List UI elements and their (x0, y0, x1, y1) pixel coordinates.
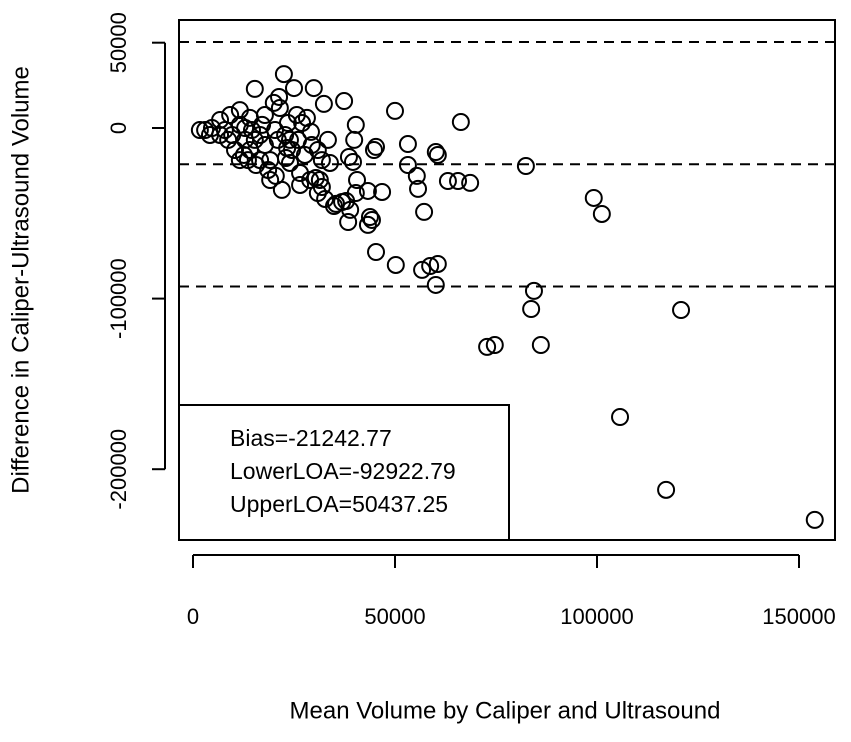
point (805, 510, 824, 529)
point (335, 92, 354, 111)
point (266, 166, 285, 185)
point (385, 101, 404, 120)
legend-box (178, 404, 510, 541)
point (230, 151, 249, 170)
y-axis-label: Difference in Caliper-Ultrasound Volume (7, 66, 34, 494)
point (364, 141, 383, 159)
point (221, 106, 240, 125)
point (240, 108, 259, 127)
x-tick-label: 150000 (762, 604, 835, 629)
point (657, 480, 676, 499)
point (360, 208, 379, 227)
point (202, 118, 221, 137)
point (284, 79, 303, 98)
point (291, 164, 310, 183)
point (362, 210, 381, 229)
point (398, 156, 417, 175)
point (584, 188, 603, 207)
point (672, 301, 691, 320)
point (485, 336, 504, 354)
point (270, 99, 289, 118)
x-tick-label: 0 (187, 604, 199, 629)
x-axis-label: Mean Volume by Caliper and Ultrasound (290, 697, 721, 724)
y-tick-label: 50000 (106, 12, 131, 73)
legend-text: UpperLOA=50437.25 (230, 491, 448, 517)
point (611, 407, 630, 426)
y-tick-label: 0 (106, 122, 131, 134)
point (407, 166, 426, 185)
point (386, 255, 405, 274)
point (318, 130, 337, 149)
point (320, 153, 339, 172)
legend-text: LowerLOA=-92922.79 (230, 458, 456, 484)
point (592, 204, 611, 223)
point (230, 101, 249, 120)
point (426, 275, 445, 294)
x-tick-label: 50000 (364, 604, 425, 629)
point (358, 181, 377, 200)
point (247, 156, 266, 175)
point (274, 65, 293, 84)
point (339, 212, 358, 231)
y-tick-label: -100000 (106, 258, 131, 339)
point (367, 137, 386, 156)
point (478, 337, 497, 356)
point (261, 171, 280, 190)
point (245, 130, 264, 149)
point (190, 121, 209, 140)
point (339, 147, 358, 166)
point (413, 260, 432, 279)
point (516, 157, 535, 176)
point (421, 257, 440, 276)
point (308, 141, 327, 159)
point (343, 152, 362, 171)
point (234, 145, 253, 164)
point (223, 125, 242, 144)
legend-text: Bias=-21242.77 (230, 425, 392, 451)
point (345, 130, 364, 149)
point (302, 136, 321, 155)
point (428, 254, 447, 273)
point (398, 135, 417, 154)
point (276, 125, 295, 144)
point (196, 121, 215, 140)
point (348, 171, 367, 190)
point (327, 194, 346, 213)
point (358, 215, 377, 234)
point (373, 182, 392, 201)
point (438, 172, 457, 191)
y-tick-label: -200000 (106, 429, 131, 510)
point (255, 106, 274, 125)
point (346, 115, 365, 134)
point (415, 202, 434, 221)
point (297, 108, 316, 127)
point (428, 145, 447, 164)
point (524, 281, 543, 300)
point (245, 79, 264, 98)
point (314, 94, 333, 113)
point (264, 93, 283, 112)
point (449, 172, 468, 191)
point (304, 79, 323, 98)
point (270, 87, 289, 106)
point (461, 173, 480, 192)
point (451, 113, 470, 132)
point (280, 130, 299, 149)
point (531, 336, 550, 354)
point (409, 179, 428, 198)
point (367, 243, 386, 262)
point (291, 175, 310, 194)
point (522, 300, 541, 319)
point (312, 151, 331, 170)
point (276, 149, 295, 168)
x-tick-label: 100000 (560, 604, 633, 629)
point (426, 143, 445, 162)
